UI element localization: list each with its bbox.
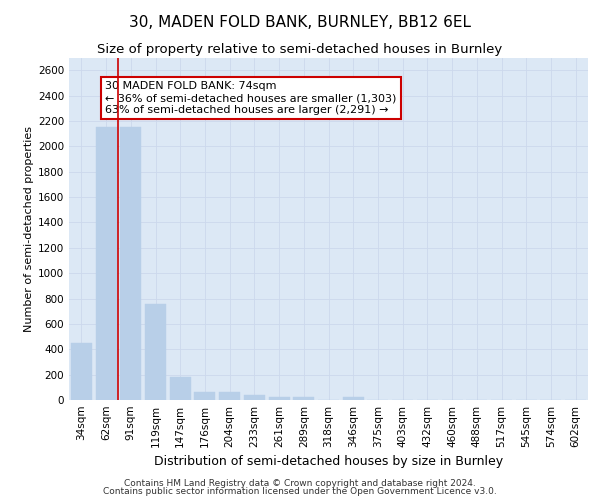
Y-axis label: Number of semi-detached properties: Number of semi-detached properties bbox=[24, 126, 34, 332]
Bar bbox=[219, 392, 240, 400]
Bar bbox=[120, 128, 141, 400]
X-axis label: Distribution of semi-detached houses by size in Burnley: Distribution of semi-detached houses by … bbox=[154, 456, 503, 468]
Bar bbox=[293, 398, 314, 400]
Bar bbox=[95, 128, 116, 400]
Bar bbox=[269, 397, 290, 400]
Text: Contains public sector information licensed under the Open Government Licence v3: Contains public sector information licen… bbox=[103, 487, 497, 496]
Text: Contains HM Land Registry data © Crown copyright and database right 2024.: Contains HM Land Registry data © Crown c… bbox=[124, 478, 476, 488]
Text: 30 MADEN FOLD BANK: 74sqm
← 36% of semi-detached houses are smaller (1,303)
63% : 30 MADEN FOLD BANK: 74sqm ← 36% of semi-… bbox=[106, 82, 397, 114]
Bar bbox=[194, 392, 215, 400]
Bar bbox=[71, 343, 92, 400]
Bar bbox=[170, 376, 191, 400]
Bar bbox=[343, 397, 364, 400]
Text: 30, MADEN FOLD BANK, BURNLEY, BB12 6EL: 30, MADEN FOLD BANK, BURNLEY, BB12 6EL bbox=[129, 15, 471, 30]
Bar bbox=[244, 395, 265, 400]
Bar bbox=[145, 304, 166, 400]
Text: Size of property relative to semi-detached houses in Burnley: Size of property relative to semi-detach… bbox=[97, 42, 503, 56]
